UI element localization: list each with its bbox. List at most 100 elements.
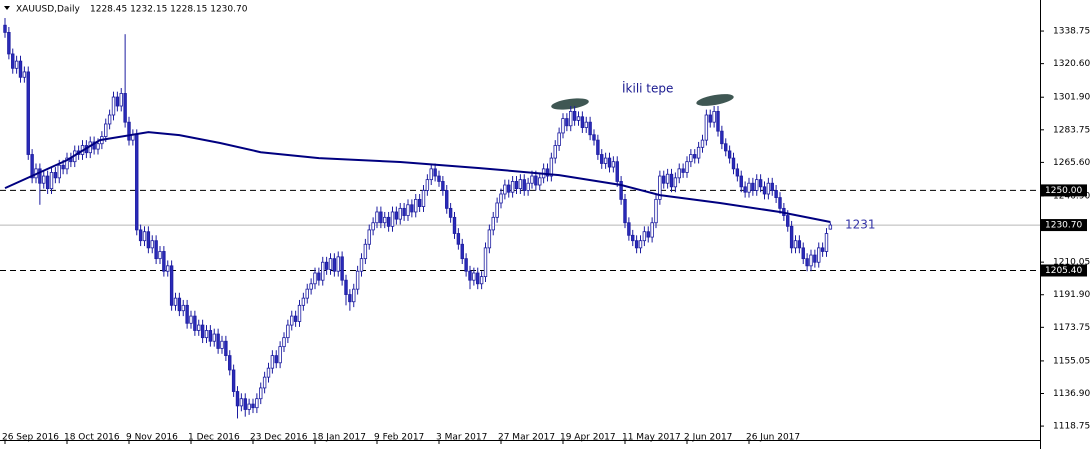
candle-body [297,304,302,322]
candle-body [797,240,802,249]
candle-body [662,175,666,184]
x-tick-label: 1 Dec 2016 [188,433,240,443]
candle-body [224,340,228,357]
candle-body [476,272,480,285]
candle-body [45,175,50,190]
candle-body [479,276,484,285]
candle-body [634,240,639,249]
candle-body [631,234,635,242]
x-tick-label: 9 Nov 2016 [126,433,178,443]
candle-body [154,240,158,260]
candle-body [495,202,499,218]
candle-body [603,157,608,164]
candle-body [212,333,216,342]
level-label: 1250.00 [1045,186,1082,196]
candle-body [22,71,27,78]
candle-body [545,168,550,177]
x-tick-label: 27 Mar 2017 [498,433,555,443]
candle-body [115,96,120,107]
candle-body [518,179,523,190]
candle-body [584,121,588,128]
x-tick-label: 23 Dec 2016 [250,433,308,443]
y-tick-label: 1173.75 [1053,323,1090,333]
candle-body [681,168,685,173]
candle-body [177,297,182,312]
candle-body [340,256,344,281]
candle-body [456,233,461,245]
candle-body [828,224,833,230]
candle-body [623,198,627,224]
candle-body [658,175,662,200]
menu-arrow [4,6,10,10]
level-label-box [1041,219,1087,232]
candle-body [305,288,309,299]
candle-body [107,114,112,125]
candle-body [611,161,616,168]
candle-body [743,186,747,193]
x-tick-label: 18 Jan 2017 [312,433,366,443]
candle-body [483,247,488,277]
level-label: 1205.40 [1045,266,1082,276]
candle-body [11,53,15,69]
candle-body [414,198,418,213]
candle-body [243,398,247,410]
candle-body [127,121,131,141]
level-label-box [1041,264,1087,277]
candle-body [255,398,259,409]
top-marker [551,98,589,110]
candle-body [580,116,585,128]
candle-body [793,240,798,249]
candle-body [460,243,464,260]
candle-body [30,154,34,179]
candle-body [61,164,65,170]
candle-body [549,157,554,177]
y-tick-label: 1118.75 [1053,422,1090,432]
x-tick-label: 3 Mar 2017 [436,433,487,443]
candle-body [371,222,375,231]
candle-body [402,207,406,216]
candle-body [123,93,127,123]
candle-body [193,315,197,331]
candle-body [355,270,360,290]
y-tick-label: 1155.05 [1053,356,1090,366]
candle-body [375,211,379,224]
candle-body [758,179,763,188]
candle-body [344,279,348,295]
candle-body [410,204,414,213]
candle-body [569,111,573,127]
candle-body [677,168,681,179]
candle-body [53,172,58,179]
pattern-annotation: İkili tepe [622,81,673,96]
candle-body [522,179,526,191]
y-tick-label: 1283.75 [1053,125,1090,135]
candle-body [336,256,340,272]
candle-body [104,123,108,137]
candle-body [301,297,306,306]
candle-body [278,346,282,364]
candle-body [146,231,151,249]
candle-body [270,355,275,369]
candle-body [96,143,100,150]
candle-body [235,391,240,407]
x-tick-label: 2 Jun 2017 [684,433,732,443]
candle-body [813,254,817,263]
top-marker [696,94,734,106]
candle-body [189,315,193,324]
candle-body [162,251,166,272]
candle-body [251,403,255,409]
candle-body [538,177,542,186]
candle-body [421,190,426,207]
candle-body [220,340,224,349]
candle-body [724,143,728,152]
candle-body [173,297,178,306]
candle-body [386,216,391,227]
candle-body [14,60,19,69]
candle-body [689,154,693,163]
candle-body [228,355,232,371]
x-tick-label: 11 May 2017 [622,433,681,443]
candle-body [820,247,825,252]
symbol: XAUUSD,Daily [16,5,80,15]
candle-body [700,139,705,148]
candle-body [534,175,538,186]
